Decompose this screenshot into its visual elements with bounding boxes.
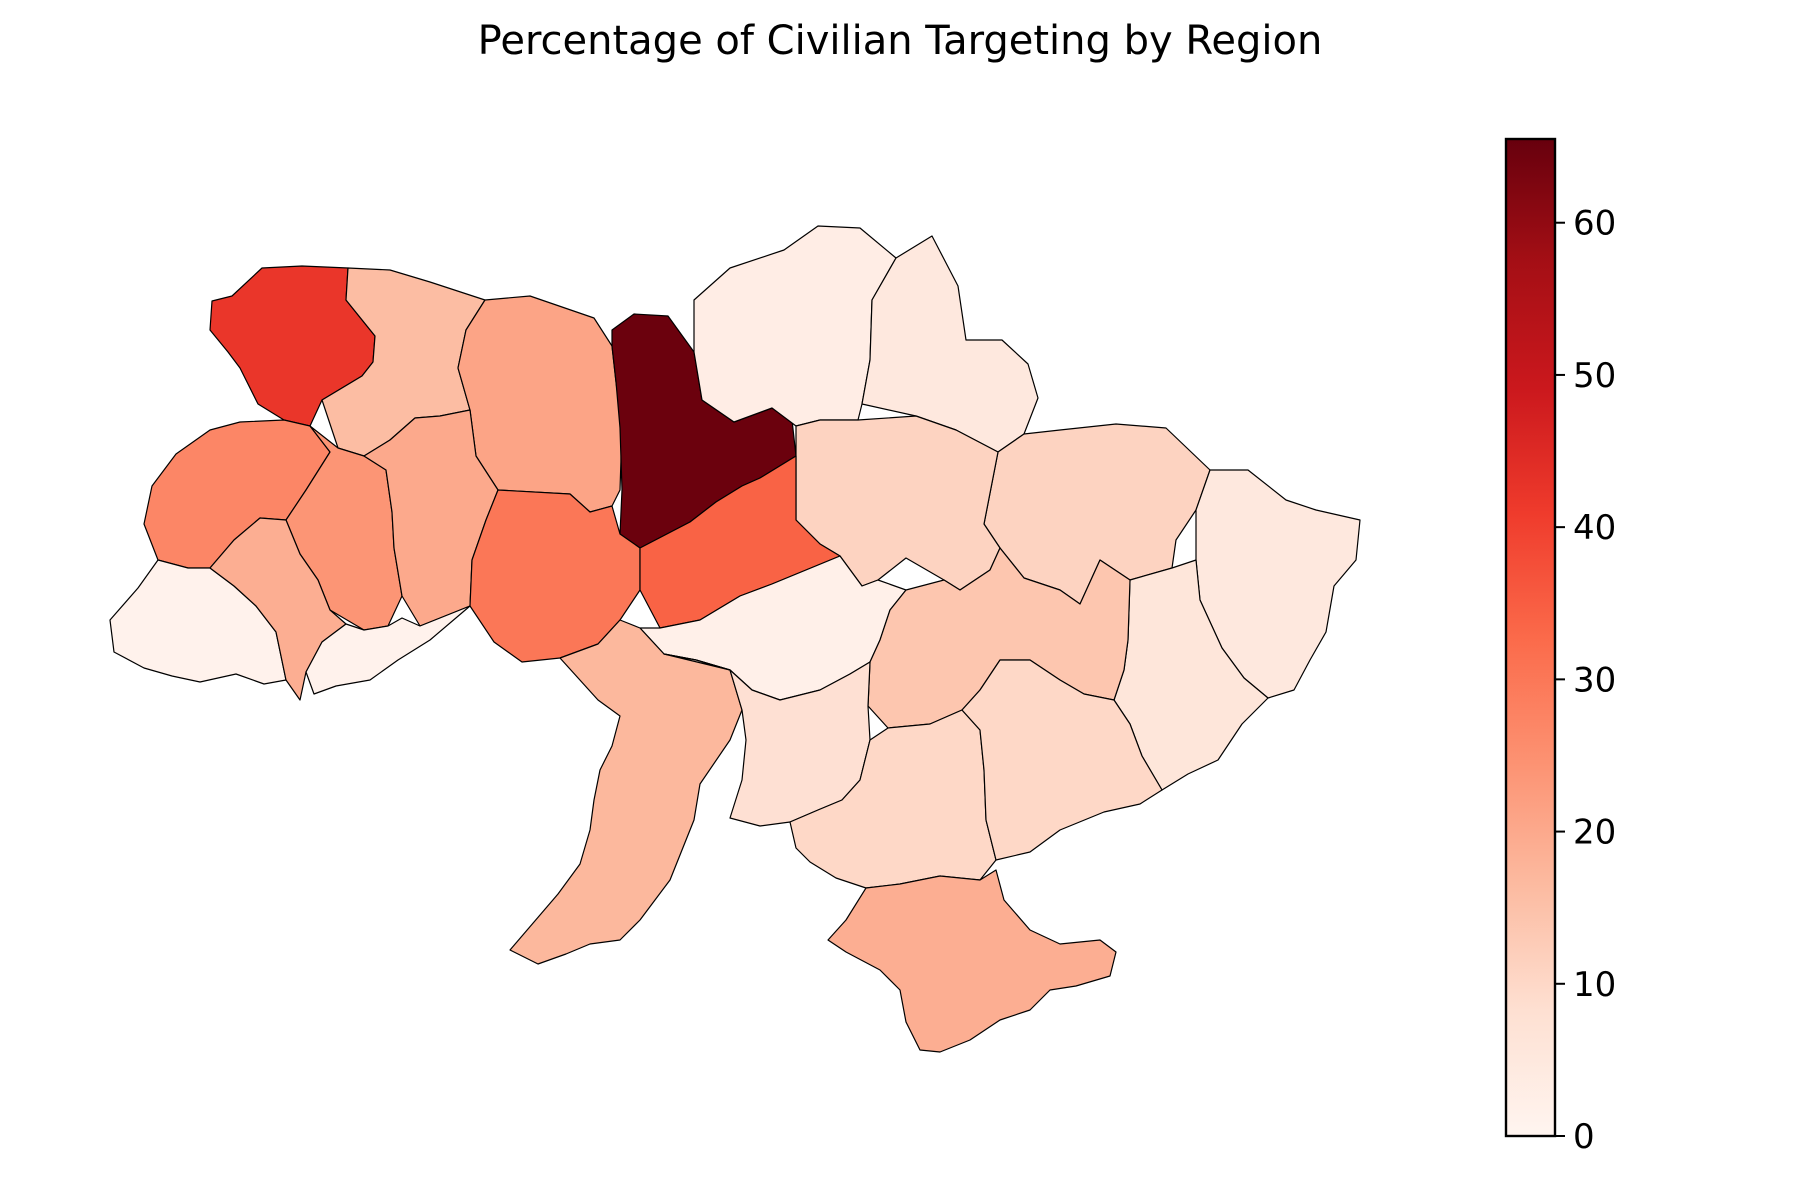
colorbar-tick-label: 40 [1573, 508, 1616, 548]
colorbar-tick-label: 60 [1573, 204, 1616, 244]
colorbar-tick-label: 30 [1573, 660, 1616, 700]
colorbar-tick-label: 10 [1573, 965, 1616, 1005]
region-zaporizhzhia[interactable] [961, 659, 1163, 861]
ukraine-map [109, 225, 1361, 1053]
colorbar-tick-label: 50 [1573, 356, 1616, 396]
colorbar-gradient [1504, 137, 1557, 1138]
colorbar-ticks: 0 10 20 30 40 50 60 [1555, 204, 1616, 1157]
colorbar: 0 10 20 30 40 50 60 [1504, 137, 1616, 1157]
region-crimea[interactable] [827, 869, 1117, 1053]
colorbar-tick-label: 20 [1573, 813, 1616, 853]
region-chernivtsi[interactable] [305, 605, 471, 695]
colorbar-tick-label: 0 [1573, 1117, 1595, 1157]
chart-title: Percentage of Civilian Targeting by Regi… [477, 18, 1323, 64]
region-odesa[interactable] [509, 619, 743, 965]
